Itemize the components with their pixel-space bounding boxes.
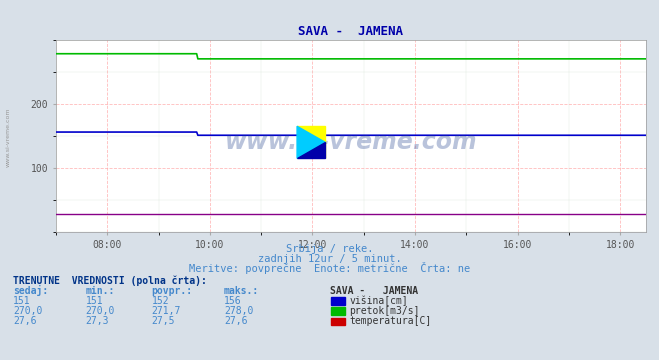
Text: 27,6: 27,6	[224, 316, 248, 327]
Text: www.si-vreme.com: www.si-vreme.com	[225, 130, 477, 154]
Text: 152: 152	[152, 296, 169, 306]
Text: 27,5: 27,5	[152, 316, 175, 327]
Polygon shape	[297, 126, 326, 158]
Text: temperatura[C]: temperatura[C]	[349, 316, 432, 327]
Text: 270,0: 270,0	[86, 306, 115, 316]
Title: SAVA -  JAMENA: SAVA - JAMENA	[299, 26, 403, 39]
Text: 151: 151	[86, 296, 103, 306]
Polygon shape	[297, 126, 326, 158]
Text: SAVA -   JAMENA: SAVA - JAMENA	[330, 286, 418, 296]
Text: min.:: min.:	[86, 286, 115, 296]
Text: maks.:: maks.:	[224, 286, 259, 296]
Text: 270,0: 270,0	[13, 306, 43, 316]
Text: 271,7: 271,7	[152, 306, 181, 316]
Text: 156: 156	[224, 296, 242, 306]
Text: www.si-vreme.com: www.si-vreme.com	[5, 107, 11, 167]
Text: povpr.:: povpr.:	[152, 286, 192, 296]
Text: sedaj:: sedaj:	[13, 285, 48, 296]
Text: TRENUTNE  VREDNOSTI (polna črta):: TRENUTNE VREDNOSTI (polna črta):	[13, 275, 207, 286]
Text: višina[cm]: višina[cm]	[349, 296, 408, 306]
Text: pretok[m3/s]: pretok[m3/s]	[349, 306, 420, 316]
Text: 151: 151	[13, 296, 31, 306]
Text: Meritve: povprečne  Enote: metrične  Črta: ne: Meritve: povprečne Enote: metrične Črta:…	[189, 262, 470, 274]
Text: 278,0: 278,0	[224, 306, 254, 316]
Text: 27,6: 27,6	[13, 316, 37, 327]
Polygon shape	[297, 142, 326, 158]
Text: Srbija / reke.: Srbija / reke.	[286, 244, 373, 254]
Text: 27,3: 27,3	[86, 316, 109, 327]
Text: zadnjih 12ur / 5 minut.: zadnjih 12ur / 5 minut.	[258, 254, 401, 264]
